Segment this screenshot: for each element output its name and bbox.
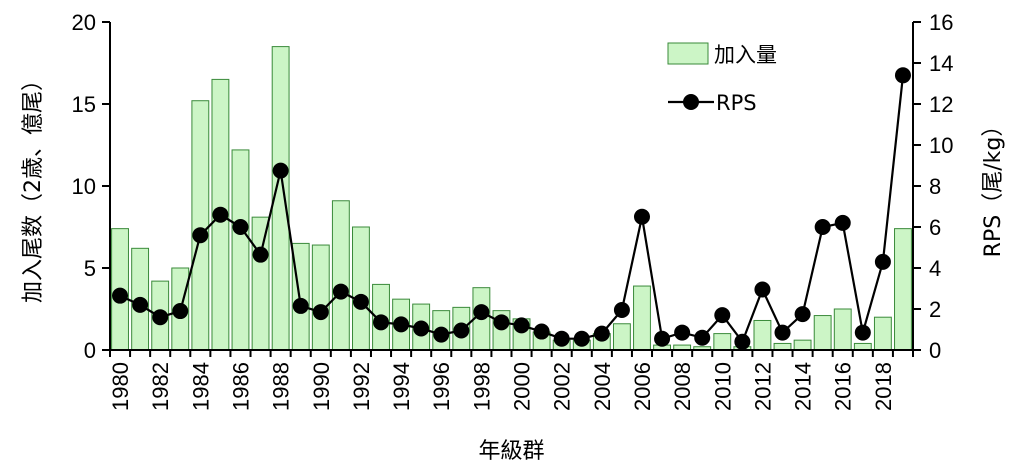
rps-point-2010 — [714, 307, 731, 324]
legend-line-label: RPS — [716, 91, 757, 115]
rps-point-2003 — [573, 330, 590, 347]
right-tick-label-12: 12 — [929, 92, 953, 117]
right-axis-title: RPS（尾/kg） — [981, 115, 1006, 258]
right-tick-label-16: 16 — [929, 10, 953, 35]
x-tick-label-2010: 2010 — [710, 362, 735, 411]
right-tick-label-10: 10 — [929, 133, 953, 158]
rps-point-2017 — [854, 324, 871, 341]
right-tick-label-6: 6 — [929, 215, 941, 240]
rps-point-2014 — [794, 306, 811, 323]
bar-1991 — [331, 200, 350, 351]
rps-point-1998 — [473, 304, 490, 321]
left-tick-label-10: 10 — [72, 174, 96, 199]
rps-point-1991 — [332, 283, 349, 300]
rps-point-1986 — [232, 219, 249, 235]
bar-1987 — [251, 216, 270, 351]
legend-line-marker — [683, 94, 699, 110]
rps-point-1980 — [112, 287, 129, 304]
x-tick-label-1992: 1992 — [349, 362, 374, 411]
rps-point-1996 — [433, 326, 450, 343]
bar-2012 — [753, 319, 772, 351]
bar-2010 — [713, 333, 732, 351]
x-tick-label-2008: 2008 — [670, 362, 695, 411]
bar-2018 — [873, 316, 892, 351]
legend-bar-swatch — [667, 42, 709, 65]
rps-point-1981 — [132, 296, 149, 313]
rps-point-2009 — [694, 329, 711, 346]
rps-point-1982 — [152, 309, 169, 326]
x-tick-label-1982: 1982 — [148, 362, 173, 411]
rps-point-1984 — [192, 227, 209, 244]
x-tick-label-1994: 1994 — [389, 362, 414, 411]
rps-point-1990 — [312, 304, 329, 321]
right-tick-label-0: 0 — [929, 338, 941, 363]
bar-1992 — [352, 226, 370, 351]
right-tick-label-14: 14 — [929, 51, 953, 76]
bar-2016 — [833, 308, 852, 351]
right-tick-label-4: 4 — [929, 256, 941, 281]
x-tick-label-1990: 1990 — [309, 362, 334, 411]
left-axis-title: 加入尾数（2歳、億尾） — [21, 69, 46, 303]
rps-point-1994 — [393, 316, 410, 333]
rps-point-1992 — [352, 293, 369, 310]
rps-point-2015 — [814, 219, 831, 235]
rps-point-2016 — [834, 214, 851, 231]
left-tick-label-20: 20 — [72, 10, 96, 35]
bar-2019 — [894, 228, 912, 351]
legend-bar-label: 加入量 — [714, 43, 777, 67]
rps-point-2013 — [774, 324, 791, 341]
rps-point-2004 — [593, 325, 610, 342]
rps-point-2012 — [754, 281, 771, 298]
rps-point-2000 — [513, 317, 530, 334]
bar-2006 — [633, 285, 651, 351]
rps-point-1995 — [413, 320, 430, 337]
x-tick-label-2012: 2012 — [750, 362, 775, 411]
rps-point-1997 — [453, 322, 470, 339]
rps-point-2011 — [734, 333, 751, 350]
x-tick-label-1988: 1988 — [269, 362, 294, 411]
rps-point-1989 — [292, 297, 309, 314]
rps-point-1987 — [252, 246, 269, 263]
rps-point-1985 — [212, 206, 229, 223]
rps-point-1993 — [373, 314, 390, 331]
x-tick-label-1980: 1980 — [108, 362, 133, 411]
x-tick-label-2014: 2014 — [791, 362, 816, 411]
rps-line — [119, 75, 905, 345]
x-tick-label-1996: 1996 — [429, 362, 454, 411]
x-tick-label-2006: 2006 — [630, 362, 655, 411]
bar-2005 — [612, 323, 631, 351]
rps-point-1983 — [172, 303, 189, 320]
x-tick-label-2004: 2004 — [590, 362, 615, 411]
rps-point-1999 — [493, 314, 510, 331]
x-tick-label-1998: 1998 — [469, 362, 494, 411]
x-tick-label-2000: 2000 — [510, 362, 535, 411]
x-tick-label-2018: 2018 — [871, 362, 896, 411]
rps-point-1988 — [272, 162, 289, 179]
x-tick-label-1984: 1984 — [188, 362, 213, 411]
left-tick-label-5: 5 — [84, 256, 96, 281]
rps-point-2019 — [894, 67, 911, 84]
bar-2015 — [813, 315, 832, 351]
right-tick-label-8: 8 — [929, 174, 941, 199]
left-tick-label-15: 15 — [72, 92, 96, 117]
x-tick-label-1986: 1986 — [228, 362, 253, 411]
bar-1984 — [191, 100, 210, 351]
bar-1990 — [311, 244, 330, 351]
rps-point-2007 — [654, 330, 671, 347]
x-tick-label-2002: 2002 — [550, 362, 575, 411]
rps-point-2008 — [674, 324, 691, 341]
rps-point-2006 — [633, 208, 650, 225]
bar-1986 — [231, 149, 250, 351]
rps-point-2001 — [533, 323, 550, 340]
x-axis-title: 年級群 — [478, 439, 544, 464]
rps-point-2005 — [613, 302, 630, 319]
rps-point-2018 — [874, 253, 891, 270]
x-tick-label-2016: 2016 — [831, 362, 856, 411]
left-tick-label-0: 0 — [84, 338, 96, 363]
bar-2014 — [793, 339, 812, 351]
rps-point-2002 — [553, 330, 570, 347]
right-tick-label-2: 2 — [929, 297, 941, 322]
